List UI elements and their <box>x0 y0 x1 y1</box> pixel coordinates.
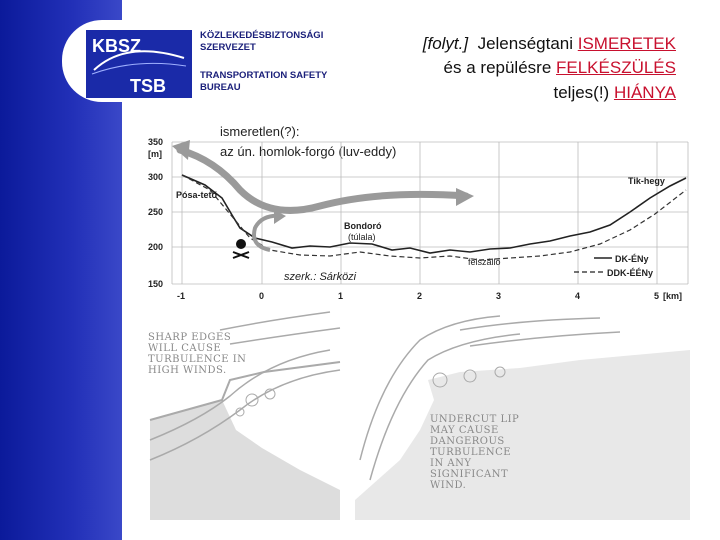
heading-line-1: [folyt.] Jelenségtani ISMERETEK <box>423 34 676 54</box>
x-tick-1: 1 <box>338 291 343 301</box>
credit: szerk.: Sárközi <box>284 271 357 283</box>
x-tick-4: 4 <box>575 291 580 301</box>
heading-1-strong: ISMERETEK <box>577 34 676 53</box>
org-name-hu-2: SZERVEZET <box>200 42 256 53</box>
note-line-1: ismeretlen(?): <box>220 124 300 139</box>
profile-ddk-eeny <box>181 174 687 261</box>
heading-2-strong: FELKÉSZÜLÉS <box>556 58 676 77</box>
sketch-left-line: HIGH WINDS. <box>148 365 227 376</box>
legend-dk: DK-ÉNy <box>615 254 649 264</box>
x-tick-m1: -1 <box>177 291 185 301</box>
grid <box>171 141 689 285</box>
wind-arrow <box>176 146 470 214</box>
y-tick-150: 150 <box>148 279 163 289</box>
heading-line-3: teljes(!) HIÁNYA <box>553 83 676 103</box>
sketch-left-line: SHARP EDGES <box>148 332 232 343</box>
heading-3-strong: HIÁNYA <box>613 83 676 102</box>
org-name-hu-1: KÖZLEKEDÉSBIZTONSÁGI <box>200 30 324 41</box>
x-tick-5: 5 <box>654 291 659 301</box>
danger-skull-icon <box>232 239 250 259</box>
heading-prefix: [folyt.] <box>422 34 469 53</box>
heading-line-2: és a repülésre FELKÉSZÜLÉS <box>444 58 676 78</box>
label-tik: Tik-hegy <box>628 176 665 186</box>
wind-arrow-tail <box>456 188 474 206</box>
heading-2-text: és a repülésre <box>443 58 556 77</box>
label-bondoro: Bondoró <box>344 221 382 231</box>
sketch-left-line: WILL CAUSE <box>148 343 222 354</box>
sketch-sharp-edge <box>149 311 341 520</box>
sketch-right-line: UNDERCUT LIP <box>430 414 520 425</box>
y-tick-250: 250 <box>148 207 163 217</box>
eddy-curl <box>252 213 283 252</box>
sketch-left-line: TURBULENCE IN <box>148 354 247 365</box>
x-tick-2: 2 <box>417 291 422 301</box>
sketch-right-line: DANGEROUS <box>430 436 505 447</box>
sketch-left-text: SHARP EDGES WILL CAUSE TURBULENCE IN HIG… <box>148 332 246 376</box>
org-name-en-1: TRANSPORTATION SAFETY <box>200 70 328 81</box>
x-tick-0: 0 <box>259 291 264 301</box>
logo-kbsz: KBSZ <box>92 36 141 56</box>
legend-ddk: DDK-ÉÉNy <box>607 268 653 278</box>
sketch-right-line: MAY CAUSE <box>430 425 499 436</box>
sketch-right-line: IN ANY <box>430 458 472 469</box>
y-tick-350: 350 <box>148 137 163 147</box>
label-bondoro-sub: (túlala) <box>348 232 376 242</box>
y-unit: [m] <box>148 149 162 159</box>
sketch-right-line: WIND. <box>430 480 467 491</box>
sketch-right-line: SIGNIFICANT <box>430 469 509 480</box>
logo-tsb: TSB <box>130 76 166 96</box>
heading-1-text: Jelenségtani <box>477 34 578 53</box>
x-tick-3: 3 <box>496 291 501 301</box>
wind-arrow-head <box>172 140 190 160</box>
label-posa: Pósa-tető <box>176 190 218 200</box>
y-tick-200: 200 <box>148 242 163 252</box>
sketch-right-text: UNDERCUT LIP MAY CAUSE DANGEROUS TURBULE… <box>430 414 519 491</box>
sketch-undercut-lip <box>355 315 690 520</box>
profile-dk-eny <box>181 174 687 254</box>
y-tick-300: 300 <box>148 172 163 182</box>
x-unit: [km] <box>663 291 682 301</box>
eddy-arrow-head <box>274 210 286 224</box>
org-name-en-2: BUREAU <box>200 82 241 93</box>
note-line-2: az ún. homlok-forgó (luv-eddy) <box>220 144 397 159</box>
heading-3-text: teljes(!) <box>553 83 614 102</box>
label-felszallo: felszálló <box>468 257 501 267</box>
kbsz-tsb-logo: KBSZ TSB <box>86 30 192 98</box>
sketch-right-line: TURBULENCE <box>430 447 512 458</box>
